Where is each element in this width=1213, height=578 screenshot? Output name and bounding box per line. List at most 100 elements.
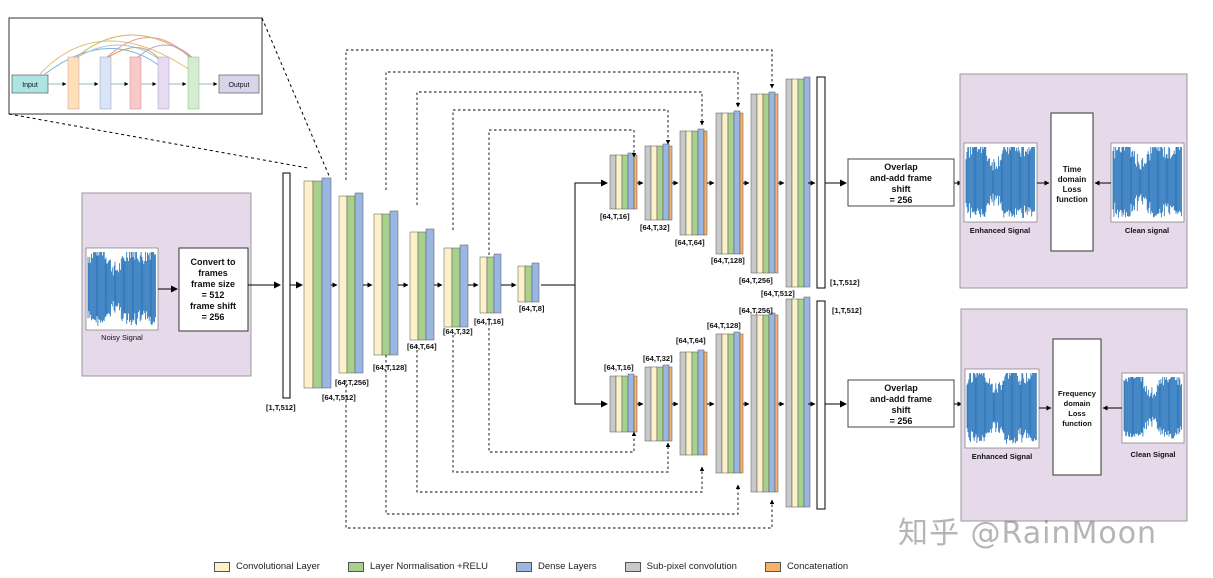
dec-top-label-6: [1,T,512]: [830, 278, 860, 287]
loss-top-1: Time: [1063, 165, 1082, 174]
norm-layer: [312, 180, 323, 389]
overlap-top-2: and-add frame: [870, 173, 932, 183]
clean-waveform-bottom: [1123, 377, 1182, 439]
norm-layer: [451, 247, 461, 328]
norm-layer: [656, 366, 664, 442]
enc-label-6: [64,T,16]: [474, 317, 504, 326]
norm-layer: [762, 93, 770, 274]
encoder-block-0: [303, 177, 332, 389]
subpixel-layer: [644, 366, 652, 442]
dense-layer: [459, 244, 469, 328]
norm-layer: [691, 351, 699, 456]
norm-layer: [797, 78, 805, 288]
encoder-block-6: [517, 262, 540, 303]
layer-blocks: [303, 76, 811, 508]
legend-dense: Dense Layers: [516, 561, 597, 572]
conv-layer: [756, 93, 764, 274]
norm-layer: [346, 195, 356, 374]
enhanced-signal-bottom: Enhanced Signal: [972, 452, 1032, 461]
skip-connections: [345, 49, 775, 529]
conv-layer: [756, 314, 764, 493]
decoder-top-block-4: [750, 91, 779, 274]
overlap-bottom-3: shift: [892, 405, 911, 415]
conv-layer: [615, 154, 623, 210]
convert-line-4: = 512: [202, 290, 225, 300]
convert-line-2: frames: [198, 268, 228, 278]
dec-bottom-label-1: [64,T,32]: [643, 354, 673, 363]
legend-label-conv: Convolutional Layer: [236, 561, 320, 572]
legend-label-norm: Layer Normalisation +RELU: [369, 561, 488, 572]
conv-layer: [338, 195, 348, 374]
dec-bottom-label-5: [1,T,512]: [832, 306, 862, 315]
encoder-block-4: [443, 244, 469, 328]
conv-layer: [517, 265, 526, 303]
concat-layer: [668, 366, 673, 442]
clean-waveform-top: [1112, 147, 1182, 218]
enc-label-3: [64,T,128]: [373, 363, 407, 372]
legend-swatch-concat: [764, 561, 781, 572]
decoder-top-block-1: [644, 143, 673, 221]
legend-norm: Layer Normalisation +RELU: [347, 561, 488, 572]
convert-line-5: frame shift: [190, 301, 236, 311]
decoder-top-block-0: [609, 152, 638, 210]
subpixel-layer: [785, 298, 793, 508]
conv-layer: [791, 78, 799, 288]
enhanced-waveform-top: [965, 147, 1035, 218]
clean-signal-bottom: Clean Signal: [1130, 450, 1175, 459]
concat-layer: [774, 314, 779, 493]
conv-layer: [685, 351, 693, 456]
conv-layer: [650, 145, 658, 221]
dense-layer: [627, 373, 635, 433]
loss-top-3: Loss: [1063, 185, 1082, 194]
loss-bottom-1: Frequency: [1058, 389, 1097, 398]
subpixel-layer: [609, 375, 617, 433]
subpixel-layer: [679, 351, 687, 456]
time-domain-panel: Enhanced Signal Time domain Loss functio…: [959, 73, 1188, 289]
dec-bottom-label-0: [64,T,16]: [604, 363, 634, 372]
dense-layer: [803, 296, 811, 508]
norm-layer: [727, 333, 735, 474]
dec-top-label-3: [64,T,128]: [711, 256, 745, 265]
subpixel-layer: [750, 93, 758, 274]
input-frame: [282, 172, 291, 399]
dec-bottom-label-3: [64,T,128]: [707, 321, 741, 330]
legend-swatch-subpixel: [624, 561, 641, 572]
conv-layer: [650, 366, 658, 442]
dense-layer: [627, 152, 635, 210]
decoder-bottom-block-0: [609, 373, 638, 433]
noisy-waveform: [87, 252, 156, 326]
output-frame-top: [816, 76, 826, 289]
convert-line-1: Convert to: [191, 257, 237, 267]
norm-layer: [762, 314, 770, 493]
norm-layer: [621, 375, 629, 433]
conv-layer: [791, 298, 799, 508]
enc-label-4: [64,T,64]: [407, 342, 437, 351]
dense-layer: [531, 262, 540, 303]
dec-top-label-2: [64,T,64]: [675, 238, 705, 247]
conv-layer: [443, 247, 453, 328]
convert-line-6: = 256: [202, 312, 225, 322]
dense-layer: [389, 210, 399, 356]
norm-layer: [797, 298, 805, 508]
legend-subpixel: Sub-pixel convolution: [624, 561, 737, 572]
dec-bottom-label-2: [64,T,64]: [676, 336, 706, 345]
decoder-top-block-5: [785, 76, 811, 288]
overlap-top-4: = 256: [890, 195, 913, 205]
enhanced-signal-top: Enhanced Signal: [970, 226, 1030, 235]
encoder-block-2: [373, 210, 399, 356]
loss-bottom-3: Loss: [1068, 409, 1086, 418]
enc-label-0: [1,T,512]: [266, 403, 296, 412]
frequency-domain-panel: Enhanced Signal Frequency domain Loss fu…: [960, 308, 1188, 522]
dense-layer: [768, 91, 776, 274]
dense-layer: [425, 228, 435, 341]
concat-layer: [739, 112, 744, 255]
dense-layer: [354, 192, 364, 374]
encoder-block-5: [479, 253, 502, 314]
legend-swatch-dense: [516, 561, 532, 572]
dense-layer: [662, 143, 670, 221]
enc-label-2: [64,T,256]: [335, 378, 369, 387]
overlap-top-3: shift: [892, 184, 911, 194]
dec-bottom-label-4: [64,T,256]: [739, 306, 773, 315]
watermark: 知乎 @RainMoon: [898, 516, 1158, 551]
